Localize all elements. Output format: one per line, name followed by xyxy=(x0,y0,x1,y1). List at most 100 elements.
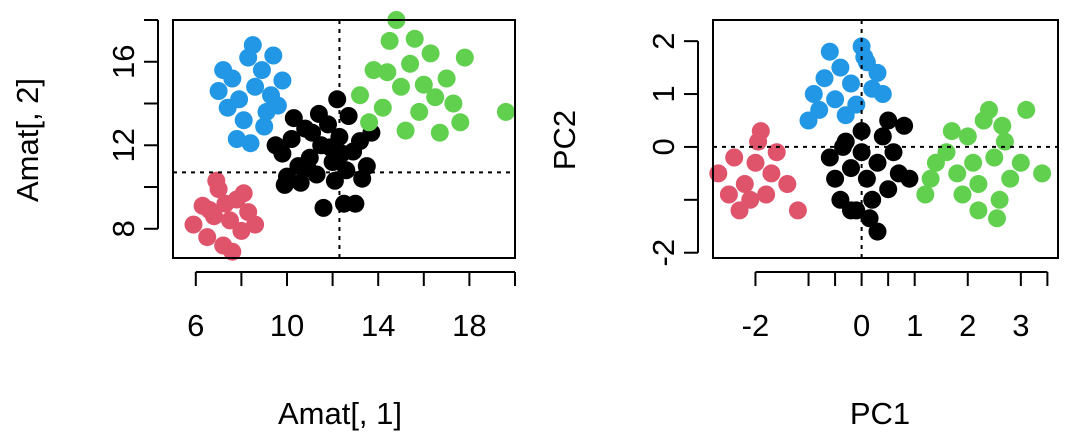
right-point-green-17 xyxy=(1033,164,1052,183)
left-point-green-6 xyxy=(401,54,420,73)
right-point-green-7 xyxy=(964,153,983,172)
left-point-green-19 xyxy=(360,113,379,132)
right-point-green-15 xyxy=(1011,153,1030,172)
left-point-blue-6 xyxy=(243,36,262,55)
left-point-green-7 xyxy=(410,102,429,121)
right-point-black-4 xyxy=(842,159,860,178)
right-point-black-11 xyxy=(873,127,892,146)
right-point-green-10 xyxy=(980,100,998,119)
left-point-black-27 xyxy=(303,123,322,142)
left-point-red-2 xyxy=(198,228,217,247)
right-y-axis: -2 0 1 2 xyxy=(646,33,699,267)
right-point-green-8 xyxy=(969,175,988,193)
right-point-black-13 xyxy=(884,143,903,162)
right-point-black-0 xyxy=(820,148,839,167)
left-point-green-3 xyxy=(380,31,399,50)
right-point-black-10 xyxy=(868,153,887,172)
left-point-black-25 xyxy=(353,169,372,188)
left-point-blue-11 xyxy=(268,96,287,115)
left-y-tick-label-1: 12 xyxy=(106,128,141,162)
left-point-green-1 xyxy=(364,61,383,80)
left-point-green-11 xyxy=(437,69,456,88)
left-point-blue-12 xyxy=(273,71,292,90)
right-point-red-9 xyxy=(767,143,786,162)
left-plot-frame xyxy=(172,19,516,259)
right-point-red-13 xyxy=(749,132,768,151)
left-point-blue-13 xyxy=(227,130,246,148)
left-point-blue-15 xyxy=(255,117,274,136)
right-point-green-21 xyxy=(993,116,1012,135)
left-point-green-5 xyxy=(392,77,410,96)
right-scatter-panel: -2 0 1 2 3 -2 0 1 2 PC1 PC2 xyxy=(547,19,1059,431)
left-point-blue-7 xyxy=(246,77,265,96)
left-reference-lines xyxy=(173,20,515,258)
left-point-black-19 xyxy=(314,198,333,217)
left-x-tick-label-3: 18 xyxy=(452,308,486,343)
right-point-green-2 xyxy=(937,143,956,162)
right-point-red-10 xyxy=(778,175,797,193)
right-point-blue-8 xyxy=(842,74,860,93)
right-point-red-4 xyxy=(735,175,754,193)
right-point-green-19 xyxy=(969,201,988,220)
right-point-blue-6 xyxy=(831,58,850,77)
left-point-black-21 xyxy=(266,136,285,155)
left-point-blue-0 xyxy=(209,82,228,100)
left-point-black-22 xyxy=(284,109,303,128)
left-point-red-14 xyxy=(234,184,253,203)
right-point-green-4 xyxy=(948,164,967,183)
left-point-green-16 xyxy=(378,63,397,82)
left-point-black-28 xyxy=(332,144,351,163)
right-point-green-3 xyxy=(942,122,961,141)
left-point-black-16 xyxy=(309,104,328,123)
right-y-tick-label-3: 2 xyxy=(646,33,681,50)
left-y-axis-label: Amat[, 2] xyxy=(10,78,45,202)
right-point-red-11 xyxy=(788,201,807,220)
left-point-black-30 xyxy=(298,159,317,178)
right-point-black-21 xyxy=(900,169,919,188)
right-point-red-7 xyxy=(757,185,776,204)
right-point-blue-2 xyxy=(810,100,829,119)
right-x-tick-label-1: 0 xyxy=(853,308,870,343)
right-point-green-5 xyxy=(953,185,972,204)
right-point-green-13 xyxy=(995,132,1014,151)
left-point-green-2 xyxy=(373,98,392,117)
left-point-green-20 xyxy=(405,29,424,48)
left-point-black-24 xyxy=(339,107,358,125)
right-point-red-12 xyxy=(741,190,760,209)
right-x-axis-label: PC1 xyxy=(850,396,910,431)
left-point-red-15 xyxy=(200,201,219,219)
right-point-black-8 xyxy=(857,169,876,188)
right-point-black-12 xyxy=(879,180,898,199)
left-point-green-14 xyxy=(455,48,474,67)
right-point-blue-5 xyxy=(826,90,845,109)
left-point-green-15 xyxy=(396,121,415,140)
left-x-tick-label-0: 6 xyxy=(187,308,204,343)
left-point-black-15 xyxy=(291,173,310,192)
left-point-green-12 xyxy=(444,94,463,113)
right-point-black-20 xyxy=(860,209,879,228)
left-point-red-10 xyxy=(246,215,265,234)
right-x-axis: -2 0 1 2 3 xyxy=(742,271,1049,343)
right-point-black-9 xyxy=(863,190,882,209)
left-point-red-0 xyxy=(184,215,203,234)
left-point-red-13 xyxy=(216,194,235,213)
left-point-blue-14 xyxy=(241,134,260,153)
right-point-black-17 xyxy=(842,201,860,220)
left-points-layer xyxy=(184,11,515,261)
right-reference-lines xyxy=(713,20,1058,258)
left-point-green-17 xyxy=(426,88,445,107)
right-point-green-16 xyxy=(1017,100,1036,119)
right-point-green-12 xyxy=(990,190,1009,209)
right-point-red-5 xyxy=(746,153,765,172)
left-scatter-panel: 6 10 14 18 8 12 16 Amat[, 1] Amat[, 2] xyxy=(10,11,516,431)
right-point-black-16 xyxy=(868,222,887,241)
right-y-tick-label-1: 0 xyxy=(646,138,681,155)
right-point-red-2 xyxy=(725,148,744,167)
right-point-blue-3 xyxy=(815,69,834,88)
right-point-red-1 xyxy=(719,185,738,204)
left-point-green-9 xyxy=(421,44,440,63)
right-x-tick-label-3: 2 xyxy=(959,308,976,343)
left-point-black-1 xyxy=(282,130,301,148)
left-y-tick-label-2: 16 xyxy=(106,45,141,79)
left-point-red-8 xyxy=(232,221,251,240)
